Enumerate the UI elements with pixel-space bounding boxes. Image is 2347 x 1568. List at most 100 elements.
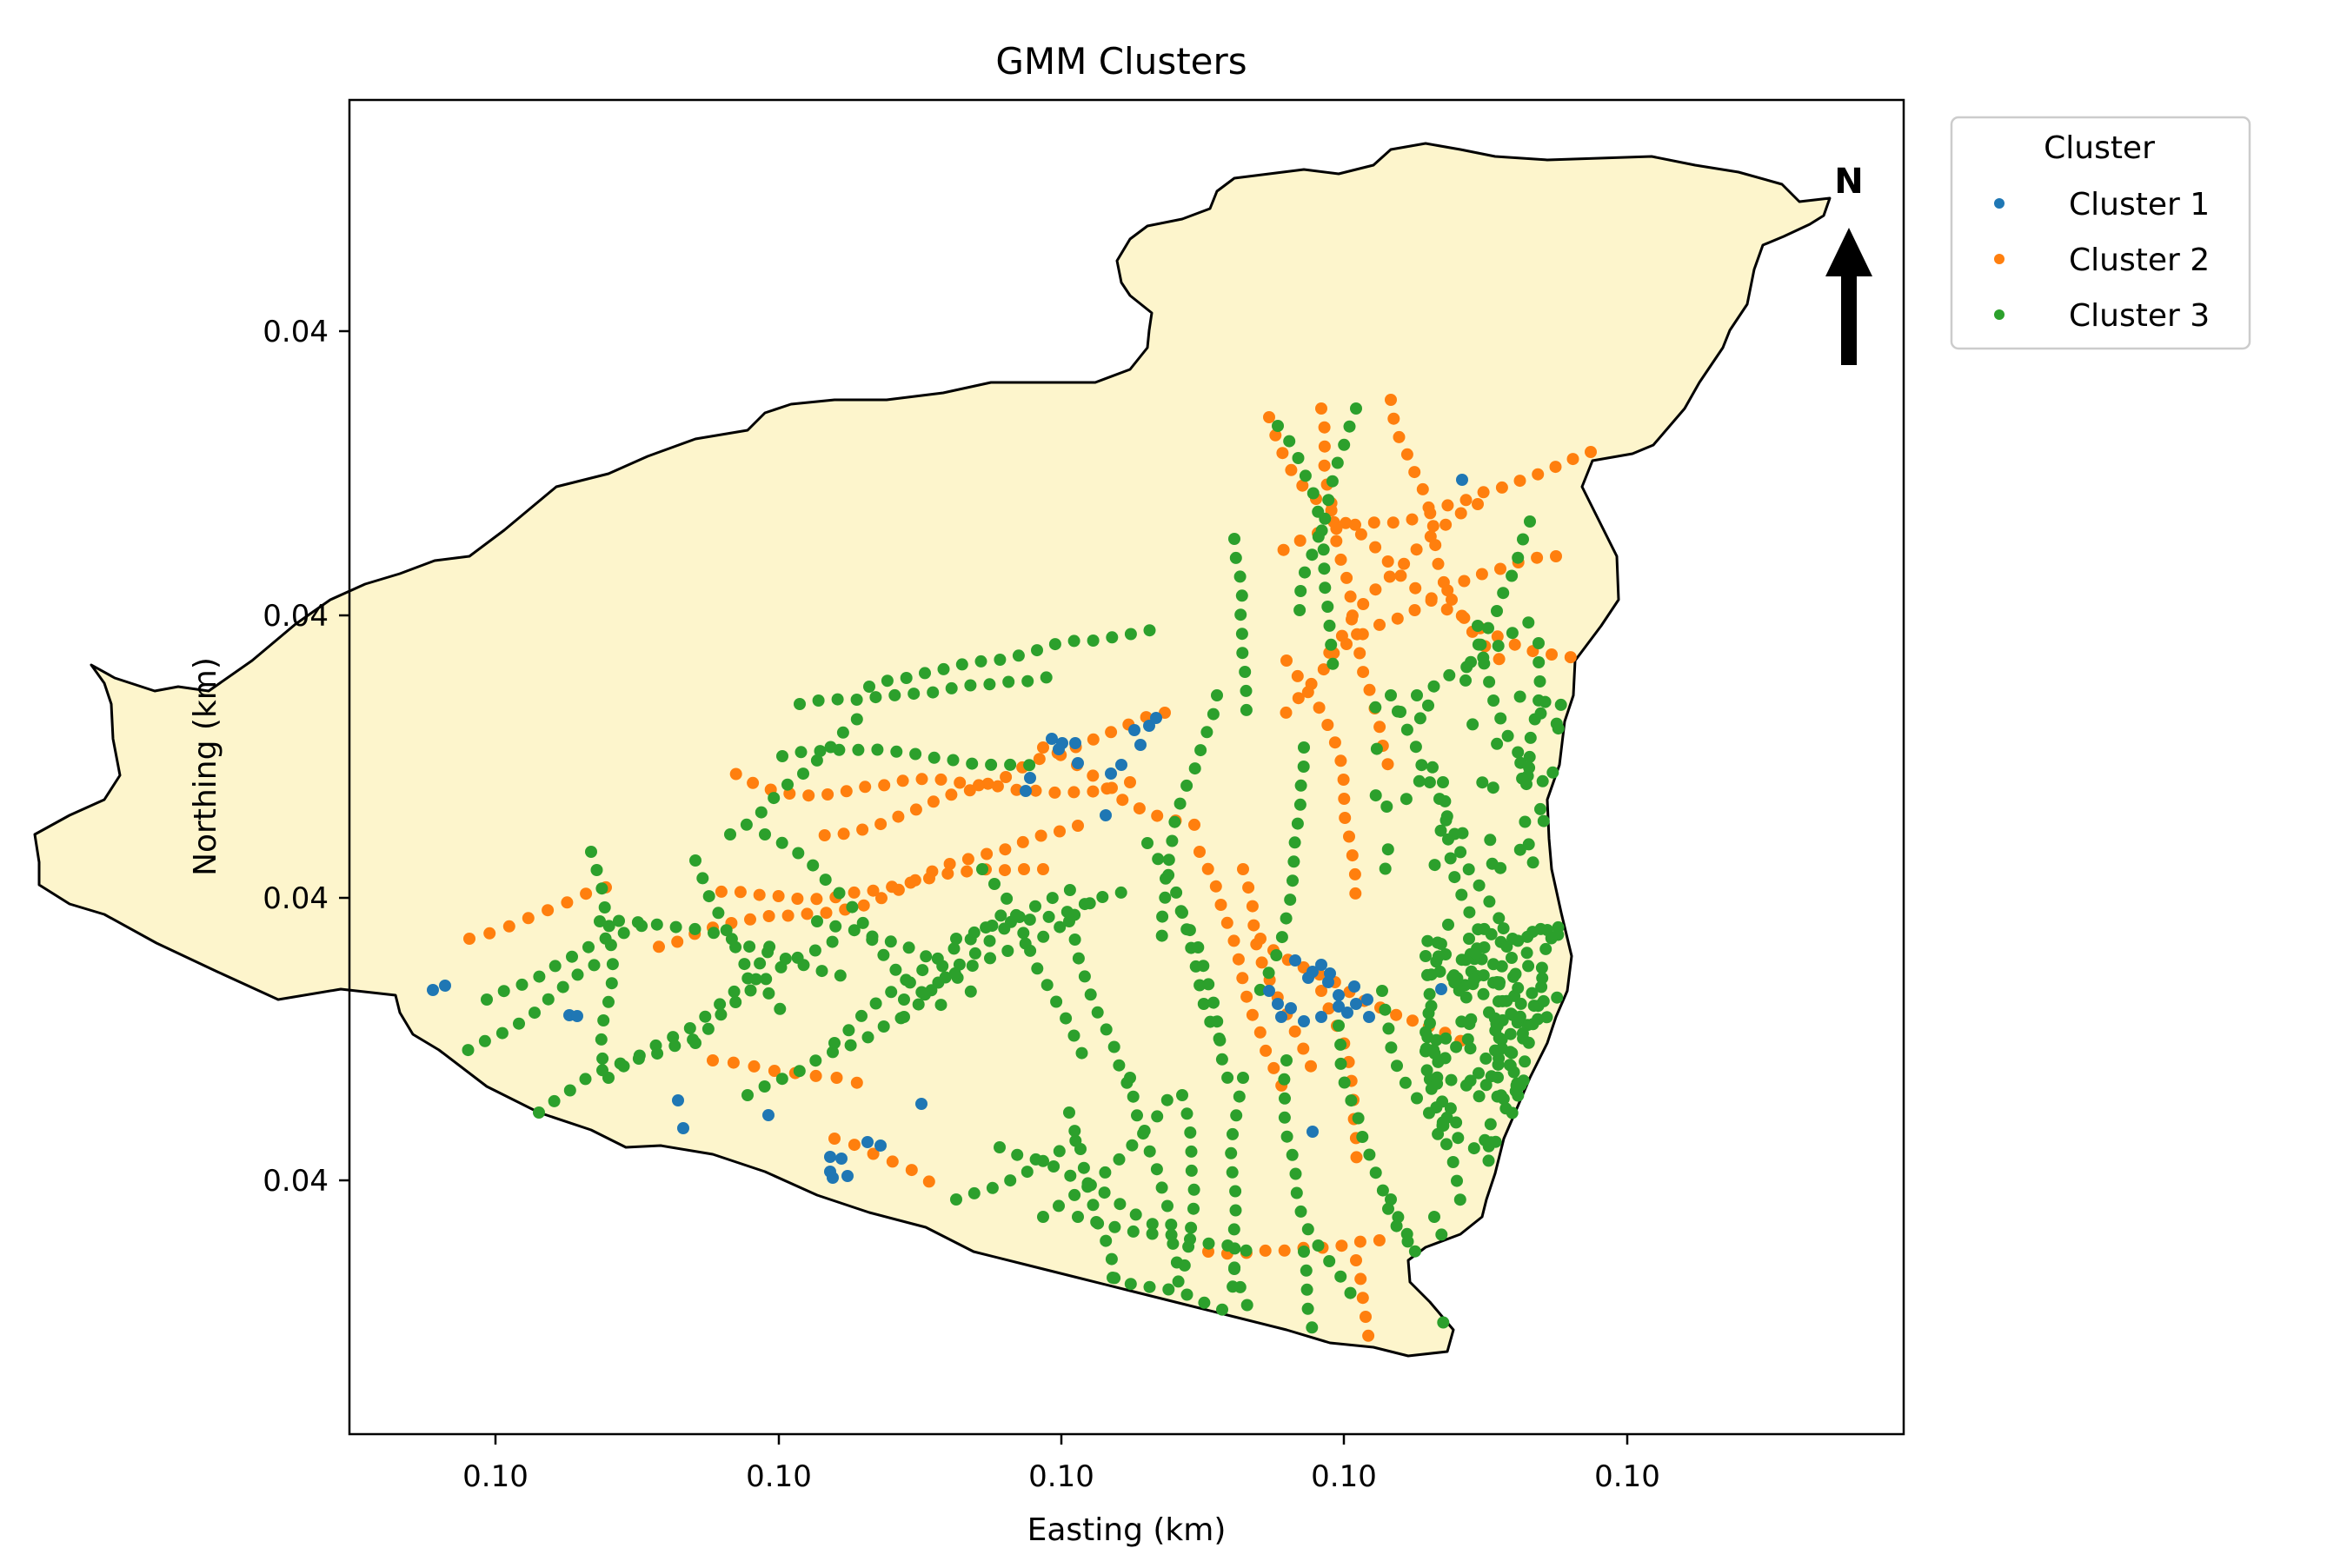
legend-box [1950, 116, 2251, 350]
scatter-point-cluster-3 [1083, 897, 1096, 910]
scatter-point-cluster-3 [1423, 987, 1436, 1000]
scatter-point-cluster-3 [1334, 1057, 1347, 1070]
scatter-point-cluster-3 [916, 964, 929, 977]
scatter-point-cluster-3 [1221, 1239, 1234, 1252]
scatter-point-cluster-3 [1420, 950, 1432, 962]
scatter-point-cluster-3 [1435, 1228, 1448, 1241]
scatter-point-cluster-3 [1484, 1118, 1497, 1131]
scatter-point-cluster-3 [1437, 1316, 1450, 1329]
scatter-point-cluster-2 [1354, 528, 1367, 541]
scatter-point-cluster-3 [1240, 1299, 1253, 1312]
scatter-point-cluster-3 [1063, 1106, 1075, 1119]
scatter-point-cluster-3 [1318, 562, 1331, 575]
scatter-point-cluster-3 [1344, 1286, 1357, 1299]
scatter-point-cluster-3 [1023, 914, 1036, 927]
scatter-point-cluster-3 [481, 993, 493, 1006]
scatter-point-cluster-3 [755, 806, 768, 819]
scatter-point-cluster-3 [1124, 1278, 1137, 1291]
scatter-point-cluster-3 [597, 1014, 610, 1027]
scatter-point-cluster-3 [994, 1141, 1006, 1153]
scatter-point-cluster-2 [1491, 630, 1504, 643]
scatter-point-cluster-2 [1350, 1254, 1362, 1266]
y-axis-label: Northing (km) [188, 657, 223, 876]
scatter-point-cluster-3 [1322, 494, 1335, 507]
scatter-point-cluster-3 [1124, 628, 1137, 641]
scatter-point-cluster-3 [1325, 638, 1338, 651]
scatter-point-cluster-3 [1519, 1055, 1532, 1068]
scatter-point-cluster-3 [1053, 1199, 1065, 1213]
scatter-point-cluster-3 [594, 915, 606, 927]
scatter-point-cluster-2 [791, 893, 804, 905]
scatter-point-cluster-3 [582, 940, 595, 953]
scatter-point-cluster-3 [1280, 1130, 1293, 1143]
scatter-point-cluster-1 [1306, 966, 1319, 978]
scatter-point-cluster-2 [1255, 956, 1268, 969]
scatter-point-cluster-3 [650, 918, 663, 931]
scatter-point-cluster-3 [1425, 1000, 1438, 1013]
scatter-point-cluster-3 [980, 921, 993, 934]
scatter-point-cluster-3 [1053, 1145, 1066, 1158]
scatter-point-cluster-3 [937, 662, 950, 675]
legend-marker-cluster-1 [1994, 198, 2005, 209]
scatter-point-cluster-3 [613, 914, 625, 927]
scatter-point-cluster-3 [1279, 1092, 1291, 1105]
scatter-point-cluster-2 [483, 927, 496, 940]
scatter-point-cluster-3 [1447, 969, 1460, 982]
scatter-point-cluster-3 [1221, 1071, 1234, 1084]
scatter-point-cluster-3 [699, 1010, 712, 1023]
scatter-point-cluster-3 [1294, 1205, 1307, 1218]
scatter-point-cluster-3 [1400, 1227, 1413, 1240]
scatter-point-cluster-3 [1240, 684, 1253, 697]
scatter-point-cluster-3 [894, 1012, 908, 1025]
scatter-point-cluster-2 [1288, 1025, 1301, 1038]
scatter-point-cluster-2 [1280, 706, 1293, 719]
scatter-point-cluster-3 [1072, 1211, 1084, 1223]
scatter-point-cluster-3 [729, 996, 742, 1008]
scatter-point-cluster-3 [1100, 1023, 1113, 1036]
scatter-point-cluster-3 [861, 1031, 874, 1044]
scatter-point-cluster-3 [1262, 967, 1275, 980]
scatter-point-cluster-2 [927, 795, 940, 808]
scatter-point-cluster-3 [1287, 855, 1300, 868]
scatter-point-cluster-2 [1315, 402, 1327, 415]
scatter-point-cluster-3 [1509, 967, 1522, 980]
scatter-point-cluster-3 [795, 746, 808, 759]
scatter-point-cluster-2 [1369, 583, 1382, 596]
scatter-point-cluster-3 [1472, 620, 1484, 632]
scatter-point-cluster-3 [1446, 1156, 1459, 1168]
scatter-point-cluster-2 [1440, 603, 1453, 616]
scatter-point-cluster-3 [1106, 631, 1119, 644]
scatter-point-cluster-3 [1040, 671, 1053, 684]
scatter-point-cluster-3 [869, 997, 882, 1010]
scatter-point-cluster-3 [932, 976, 945, 989]
scatter-point-cluster-2 [809, 1069, 822, 1082]
scatter-point-cluster-3 [1011, 1148, 1024, 1161]
scatter-point-cluster-3 [1526, 856, 1539, 869]
scatter-point-cluster-1 [1115, 759, 1127, 771]
scatter-point-cluster-1 [1285, 1002, 1297, 1014]
scatter-point-cluster-3 [604, 939, 617, 952]
scatter-point-cluster-3 [855, 1009, 868, 1022]
scatter-point-cluster-3 [1291, 817, 1304, 830]
x-tick-label: 0.10 [462, 1459, 529, 1494]
scatter-point-cluster-3 [1513, 1010, 1526, 1023]
scatter-point-cluster-3 [740, 818, 753, 831]
scatter-point-cluster-2 [1087, 785, 1100, 798]
scatter-point-cluster-3 [1415, 759, 1428, 772]
scatter-point-cluster-3 [1392, 1211, 1405, 1224]
scatter-point-cluster-2 [1315, 985, 1327, 997]
scatter-point-cluster-3 [827, 1046, 839, 1059]
scatter-point-cluster-3 [1068, 933, 1081, 946]
scatter-point-cluster-3 [1165, 1228, 1178, 1241]
scatter-point-cluster-3 [848, 924, 861, 937]
scatter-point-cluster-3 [1172, 1275, 1185, 1288]
scatter-point-cluster-1 [1341, 1007, 1353, 1019]
scatter-point-cluster-1 [1100, 809, 1112, 821]
scatter-point-cluster-3 [478, 1034, 491, 1047]
scatter-point-cluster-2 [1363, 683, 1376, 696]
scatter-point-cluster-2 [734, 886, 747, 899]
scatter-point-cluster-3 [1284, 894, 1297, 907]
scatter-point-cluster-2 [1459, 494, 1473, 507]
scatter-point-cluster-3 [1317, 543, 1330, 556]
